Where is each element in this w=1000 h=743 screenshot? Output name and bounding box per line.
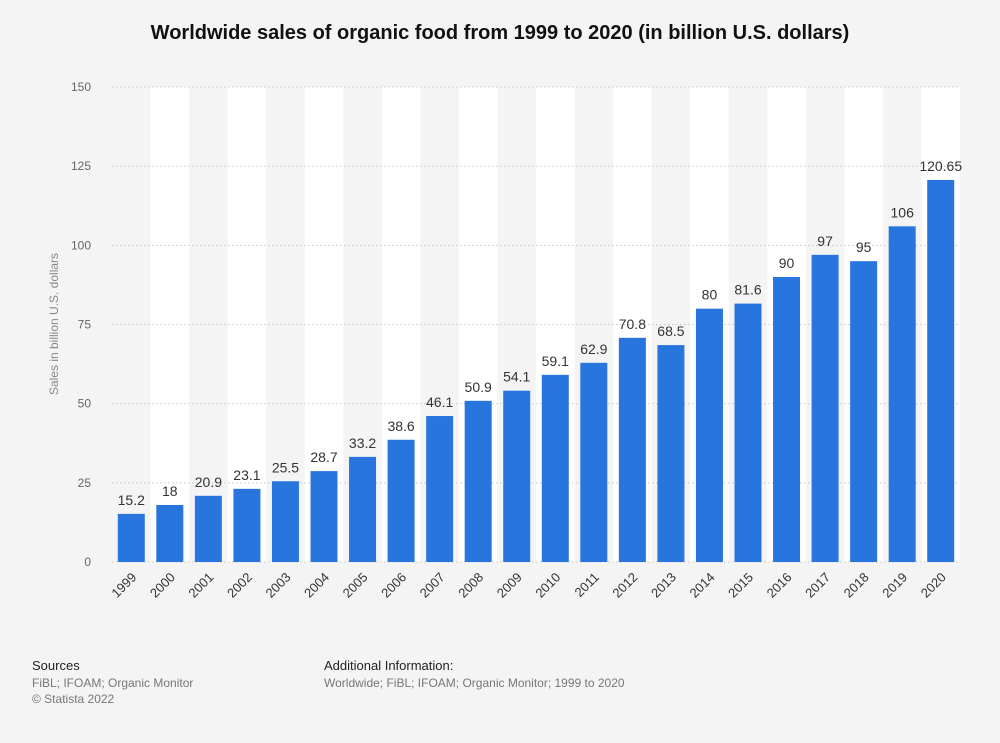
data-label: 68.5 — [657, 323, 684, 339]
sources-heading: Sources — [32, 658, 80, 673]
data-label: 46.1 — [426, 394, 453, 410]
data-label: 62.9 — [580, 341, 607, 357]
data-label: 81.6 — [734, 282, 761, 298]
data-label: 59.1 — [542, 353, 569, 369]
y-tick-label: 125 — [71, 159, 91, 173]
x-tick-label: 2000 — [147, 570, 178, 601]
data-label: 120.65 — [919, 158, 962, 174]
y-tick-label: 150 — [71, 80, 91, 94]
x-tick-label: 2020 — [918, 570, 949, 601]
x-tick-label: 2001 — [185, 570, 216, 601]
x-tick-label: 2011 — [572, 570, 602, 600]
x-tick-label: 2010 — [532, 570, 563, 601]
bar-chart: 0 25 50 75 100 125 150 15.2 18 20.9 23.1 25.5 28.7 3… — [47, 80, 963, 601]
bar — [349, 456, 377, 562]
bar — [734, 303, 762, 562]
bar — [271, 481, 299, 562]
x-tick-label: 2007 — [417, 570, 448, 601]
data-label: 80 — [702, 287, 718, 303]
data-label: 20.9 — [195, 474, 222, 490]
x-tick-label: 2014 — [687, 570, 718, 601]
bar — [387, 439, 415, 562]
data-label: 97 — [817, 233, 833, 249]
bar — [194, 495, 222, 562]
x-axis-ticks: 1999 2000 2001 2002 2003 2004 2005 2006 2007 2008… — [108, 570, 949, 601]
data-label: 90 — [779, 255, 795, 271]
bar — [503, 390, 531, 562]
data-label: 25.5 — [272, 459, 299, 475]
bar — [618, 337, 646, 562]
bar — [426, 416, 454, 562]
y-axis-ticks: 0 25 50 75 100 125 150 — [71, 80, 91, 569]
x-tick-label: 2008 — [455, 570, 486, 601]
x-tick-label: 2017 — [802, 570, 833, 601]
x-tick-label: 2012 — [609, 570, 640, 601]
data-label: 15.2 — [118, 492, 145, 508]
bar — [773, 277, 801, 562]
y-tick-label: 50 — [78, 397, 92, 411]
bar — [888, 226, 916, 563]
x-tick-label: 2013 — [648, 570, 679, 601]
bar — [927, 179, 955, 563]
y-axis-label: Sales in billion U.S. dollars — [47, 253, 61, 395]
x-tick-label: 2015 — [725, 570, 756, 601]
bar — [117, 513, 145, 562]
y-tick-label: 100 — [71, 238, 91, 252]
y-tick-label: 75 — [78, 318, 92, 332]
data-label: 23.1 — [233, 467, 260, 483]
y-tick-label: 0 — [84, 555, 91, 569]
bar — [541, 374, 569, 562]
data-label: 70.8 — [619, 316, 646, 332]
x-tick-label: 2019 — [879, 570, 910, 601]
x-tick-label: 2006 — [378, 570, 409, 601]
bar — [310, 471, 338, 562]
data-label: 106 — [891, 204, 915, 220]
data-label: 95 — [856, 239, 872, 255]
bar — [464, 400, 492, 562]
additional-info-text: Worldwide; FiBL; IFOAM; Organic Monitor;… — [324, 676, 625, 690]
x-tick-label: 1999 — [108, 570, 139, 601]
data-label: 50.9 — [465, 379, 492, 395]
bar — [233, 488, 261, 562]
bar — [811, 254, 839, 563]
bar — [580, 362, 608, 562]
data-label: 38.6 — [387, 418, 414, 434]
additional-info-heading: Additional Information: — [324, 658, 454, 673]
x-tick-label: 2018 — [841, 570, 872, 601]
x-tick-label: 2004 — [301, 570, 332, 601]
x-tick-label: 2005 — [340, 570, 371, 601]
copyright-text: © Statista 2022 — [32, 692, 115, 706]
column-band — [227, 87, 267, 562]
bar — [156, 505, 184, 562]
bar — [695, 308, 723, 562]
x-tick-label: 2002 — [224, 570, 255, 601]
data-label: 18 — [162, 483, 178, 499]
bars — [117, 179, 955, 563]
y-tick-label: 25 — [78, 476, 92, 490]
data-label: 28.7 — [310, 449, 337, 465]
x-tick-label: 2003 — [263, 570, 294, 601]
x-tick-label: 2016 — [764, 570, 795, 601]
bar — [657, 345, 685, 562]
sources-text: FiBL; IFOAM; Organic Monitor — [32, 676, 194, 690]
x-tick-label: 2009 — [494, 570, 525, 601]
data-labels: 15.2 18 20.9 23.1 25.5 28.7 33.2 38.6 46.1 50.9 54… — [118, 158, 963, 508]
chart-title: Worldwide sales of organic food from 199… — [150, 22, 850, 44]
data-label: 54.1 — [503, 369, 530, 385]
bar — [850, 261, 878, 562]
data-label: 33.2 — [349, 435, 376, 451]
